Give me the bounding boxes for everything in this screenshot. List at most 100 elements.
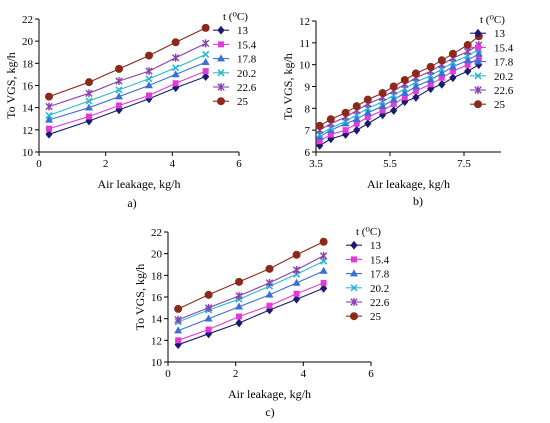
data-point bbox=[174, 304, 183, 313]
data-point bbox=[172, 64, 180, 72]
data-point bbox=[115, 77, 123, 86]
data-point bbox=[364, 119, 372, 129]
data-point bbox=[401, 97, 409, 107]
series-line bbox=[177, 270, 324, 332]
data-point bbox=[145, 75, 153, 83]
data-point bbox=[293, 290, 300, 297]
series-25 bbox=[315, 32, 483, 130]
data-point bbox=[45, 92, 53, 101]
data-point bbox=[463, 41, 472, 50]
legend-entry: 17.8 bbox=[237, 54, 257, 66]
data-point bbox=[319, 266, 328, 274]
data-point bbox=[378, 101, 387, 109]
legend-entry: 25 bbox=[237, 96, 249, 108]
panel-label: b) bbox=[413, 194, 423, 208]
y-tick-label: 22 bbox=[22, 14, 33, 26]
legend-marker bbox=[474, 57, 482, 65]
series-20-2 bbox=[45, 50, 210, 119]
x-tick-label: 3.5 bbox=[309, 158, 323, 170]
data-point bbox=[438, 79, 446, 89]
legend-entry: 13 bbox=[370, 240, 382, 252]
data-point bbox=[320, 279, 327, 286]
series-line bbox=[48, 42, 206, 108]
data-point bbox=[426, 75, 435, 83]
data-point bbox=[201, 58, 210, 66]
data-point bbox=[363, 108, 372, 116]
data-point bbox=[85, 116, 93, 126]
x-axis-label: Air leakage, kg/h bbox=[367, 177, 450, 191]
legend-entry: 17.8 bbox=[494, 57, 514, 69]
data-point bbox=[363, 95, 372, 104]
data-point bbox=[145, 81, 153, 89]
data-point bbox=[449, 73, 457, 83]
data-point bbox=[265, 290, 274, 298]
series-25 bbox=[174, 237, 328, 313]
legend-title: t (⁰C) bbox=[356, 226, 381, 238]
data-point bbox=[411, 82, 420, 90]
data-point bbox=[205, 326, 212, 333]
data-point bbox=[85, 97, 93, 105]
data-point bbox=[341, 108, 350, 117]
series-15-4 bbox=[316, 55, 482, 145]
x-tick-label: 4 bbox=[301, 368, 307, 380]
series-line bbox=[177, 255, 324, 321]
legend-marker bbox=[350, 269, 358, 277]
legend-marker bbox=[350, 312, 358, 321]
data-point bbox=[204, 303, 213, 312]
series-line bbox=[48, 53, 206, 116]
legend-marker bbox=[350, 298, 358, 306]
data-point bbox=[115, 105, 123, 115]
data-point bbox=[320, 257, 328, 265]
y-tick-label: 12 bbox=[299, 16, 310, 28]
data-point bbox=[204, 290, 213, 299]
legend: t (⁰C) 13 15.4 17.8 20.2 22.6 25 bbox=[346, 226, 390, 323]
legend-entry: 25 bbox=[494, 99, 506, 111]
legend-title: t (⁰C) bbox=[223, 11, 248, 23]
data-point bbox=[202, 72, 210, 82]
data-point bbox=[115, 64, 123, 73]
data-point bbox=[364, 114, 371, 121]
data-point bbox=[378, 89, 387, 98]
y-tick-label: 18 bbox=[22, 58, 34, 70]
legend-marker bbox=[474, 100, 482, 109]
series-22-6 bbox=[316, 41, 483, 135]
data-point bbox=[146, 92, 152, 99]
data-point bbox=[437, 56, 446, 65]
legend-marker bbox=[218, 41, 224, 48]
data-point bbox=[45, 111, 53, 119]
legend-marker bbox=[217, 25, 225, 35]
data-point bbox=[426, 62, 435, 71]
y-tick-label: 12 bbox=[151, 335, 162, 347]
x-tick-label: 2 bbox=[103, 158, 109, 170]
data-point bbox=[353, 120, 360, 127]
legend-entry: 17.8 bbox=[370, 269, 390, 281]
series-15-4 bbox=[175, 279, 327, 344]
data-point bbox=[319, 251, 328, 260]
legend-entry: 13 bbox=[237, 25, 249, 37]
data-point bbox=[235, 291, 243, 300]
y-tick-label: 16 bbox=[151, 292, 163, 304]
data-point bbox=[174, 315, 182, 324]
data-point bbox=[389, 82, 398, 91]
data-point bbox=[412, 93, 420, 102]
series-line bbox=[178, 282, 324, 341]
data-point bbox=[401, 94, 408, 101]
y-tick-label: 14 bbox=[22, 103, 34, 115]
data-point bbox=[400, 88, 409, 96]
data-point bbox=[145, 67, 153, 76]
data-point bbox=[437, 69, 446, 77]
legend-marker bbox=[351, 256, 357, 263]
panel-label: c) bbox=[265, 405, 274, 419]
y-axis-label: To VGS, kg/h bbox=[133, 264, 147, 331]
data-point bbox=[412, 87, 419, 94]
data-point bbox=[464, 66, 472, 76]
data-point bbox=[202, 50, 210, 59]
legend-entry: 20.2 bbox=[370, 283, 389, 295]
data-point bbox=[448, 62, 457, 70]
data-point bbox=[379, 107, 386, 114]
legend-entry: 15.4 bbox=[494, 42, 514, 54]
y-tick-label: 9 bbox=[305, 82, 311, 94]
chart-panel-1: 0 2 4 6 10 12 14 16 18 20 22 Air leakage, kg/h To VG… bbox=[4, 11, 257, 210]
y-axis-label: To VGS, kg/h bbox=[4, 52, 18, 119]
data-point bbox=[292, 250, 301, 259]
